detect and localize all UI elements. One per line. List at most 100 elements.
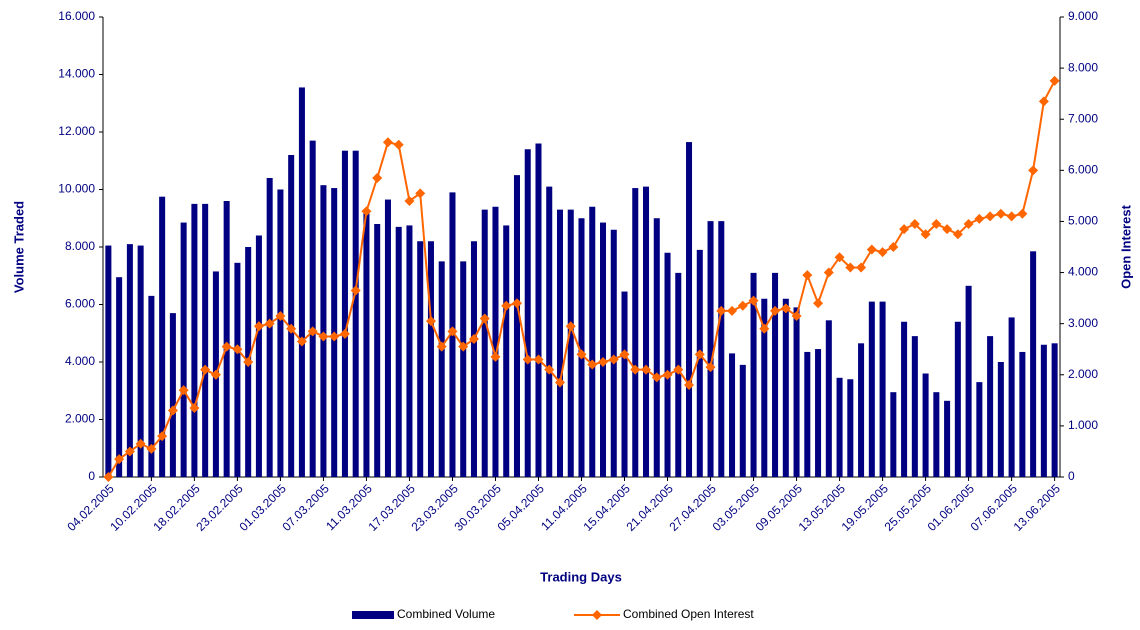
line-marker (920, 229, 931, 240)
bar (987, 336, 994, 477)
y-axis-title: Volume Traded (11, 201, 26, 293)
bar (976, 382, 983, 477)
line-marker (479, 313, 490, 324)
line-marker (447, 326, 458, 337)
line-marker (856, 262, 867, 273)
bar (890, 392, 897, 477)
y-tick-label: 12.000 (58, 124, 95, 138)
line-marker (511, 298, 522, 309)
y2-tick-label: 4.000 (1068, 265, 1098, 279)
line-marker (404, 196, 415, 206)
bar (686, 142, 693, 477)
legend-label: Combined Volume (397, 607, 495, 621)
line-marker (135, 438, 146, 449)
line-marker (167, 405, 178, 416)
line-marker (221, 341, 232, 352)
line-marker (339, 328, 350, 339)
bar (707, 221, 714, 477)
y-tick-label: 2.000 (65, 412, 95, 426)
x-tick-label: 05.04.2005 (494, 481, 547, 534)
bar (954, 321, 961, 477)
bar (341, 150, 348, 477)
line-marker (1028, 165, 1039, 176)
line-marker (565, 321, 576, 332)
bar (804, 351, 811, 477)
bar (578, 218, 585, 477)
bar (782, 298, 789, 477)
bar (944, 400, 951, 477)
bar (815, 349, 822, 477)
y-tick-label: 0 (88, 469, 95, 483)
line-marker (501, 300, 512, 311)
line-marker (619, 349, 630, 360)
bar (438, 261, 445, 477)
bar (137, 245, 144, 477)
line-marker (952, 229, 963, 240)
bar (664, 252, 671, 477)
line-marker (963, 219, 974, 229)
y-tick-label: 14.000 (58, 67, 95, 81)
x-tick-label: 07.03.2005 (279, 481, 332, 534)
bar (793, 307, 800, 477)
bar (406, 225, 413, 477)
line-marker (737, 300, 748, 311)
line-marker (382, 137, 393, 148)
bar (546, 186, 553, 477)
bar (427, 241, 434, 477)
bar (492, 206, 499, 477)
bar (105, 245, 112, 477)
line-marker (802, 270, 813, 281)
line-marker (866, 244, 877, 255)
bar (836, 377, 843, 477)
line-marker (791, 311, 802, 321)
bar (901, 321, 908, 477)
line-marker (727, 305, 738, 316)
line-marker (942, 224, 953, 235)
y-tick-label: 10.000 (58, 182, 95, 196)
line-marker (468, 334, 479, 344)
line-marker (103, 472, 114, 482)
legend-label: Combined Open Interest (623, 607, 754, 621)
line-marker (415, 188, 426, 199)
line-marker (931, 219, 942, 229)
bar (513, 175, 520, 477)
line-marker (425, 316, 436, 327)
y2-tick-label: 8.000 (1068, 60, 1098, 74)
bar (556, 209, 564, 477)
y2-tick-label: 5.000 (1068, 214, 1098, 228)
bar (384, 199, 391, 477)
line-marker (823, 267, 834, 278)
y2-tick-label: 7.000 (1068, 111, 1098, 125)
line-marker (210, 369, 221, 380)
line-marker (995, 208, 1006, 219)
line-marker (759, 323, 770, 334)
line-marker (662, 369, 673, 380)
bar (159, 196, 166, 477)
line-marker (458, 341, 469, 352)
line-marker (124, 446, 135, 457)
bar (202, 203, 209, 477)
line-marker (770, 305, 781, 316)
bar (352, 150, 359, 477)
bar (599, 222, 607, 477)
bar (288, 155, 295, 477)
line-marker (834, 252, 845, 263)
line-marker (845, 262, 856, 273)
line-marker (533, 354, 544, 365)
bar (632, 188, 639, 477)
bar (234, 262, 241, 477)
bar (148, 295, 155, 477)
bar (761, 298, 768, 477)
line-marker (780, 303, 791, 314)
line-marker (361, 206, 372, 217)
y2-tick-label: 6.000 (1068, 163, 1098, 177)
legend-swatch (352, 611, 394, 619)
line-marker (178, 385, 189, 396)
line-marker (1006, 211, 1017, 222)
bar (116, 277, 123, 477)
line-marker (318, 331, 329, 342)
x-tick-label: 13.06.2005 (1011, 481, 1064, 534)
line-marker (286, 323, 297, 334)
line-marker (641, 364, 652, 375)
line-marker (522, 354, 533, 365)
